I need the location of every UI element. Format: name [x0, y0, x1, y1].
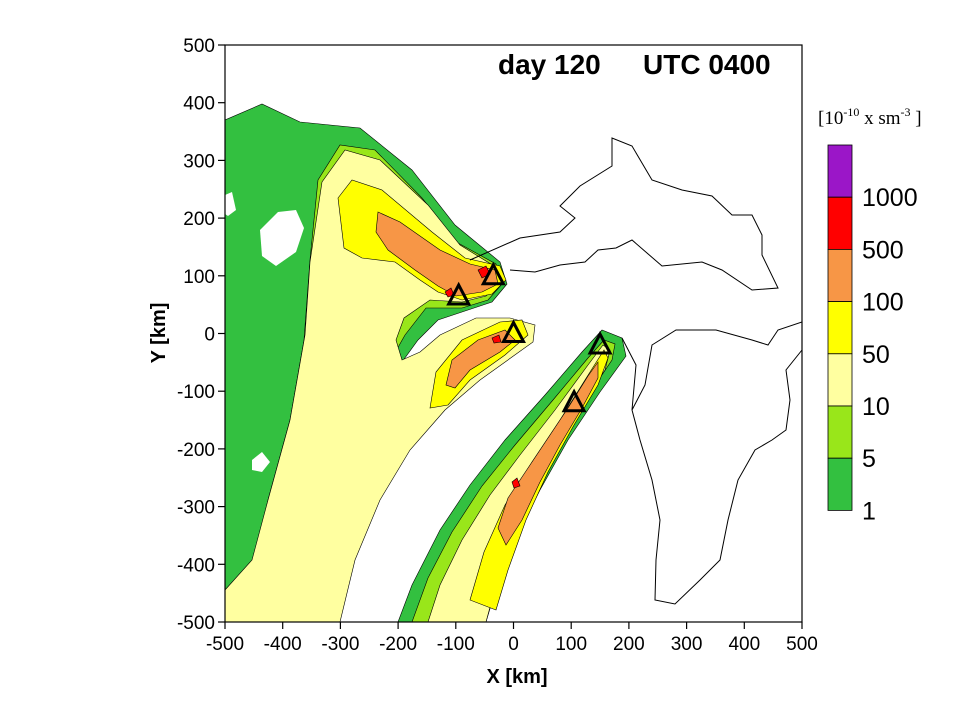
source-triangle-marker — [446, 281, 472, 306]
y-tick-label: -100 — [177, 382, 215, 403]
y-tick-label: 400 — [183, 94, 215, 115]
y-tick-label: 300 — [183, 151, 215, 172]
x-axis-ticks: -500 -400 -300 -200 -100 0 100 200 300 400 500 — [206, 622, 818, 655]
x-tick-label: 200 — [613, 634, 645, 655]
x-tick-label: -100 — [437, 634, 475, 655]
colorbar-unit-label: [10-10 x sm-3 ] — [818, 105, 922, 129]
y-tick-label: 500 — [183, 36, 215, 57]
source-markers — [446, 261, 613, 413]
x-tick-label: -400 — [264, 634, 302, 655]
y-tick-label: -300 — [177, 498, 215, 519]
x-tick-label: 0 — [508, 634, 519, 655]
colorbar-level-label: 50 — [862, 341, 890, 369]
y-tick-label: -500 — [177, 613, 215, 634]
y-tick-label: -400 — [177, 555, 215, 576]
contour-hotspot-4 — [511, 477, 521, 489]
contour-gap-3 — [225, 192, 236, 216]
contour-west-level-100 — [375, 211, 499, 297]
colorbar: 1000 500 100 50 10 5 1 — [827, 144, 918, 525]
contour-gap-1 — [260, 210, 304, 266]
colorbar-level-label: 1000 — [862, 184, 918, 212]
colorbar-swatch — [827, 405, 853, 459]
x-tick-label: 300 — [671, 634, 703, 655]
x-tick-label: -300 — [321, 634, 359, 655]
colorbar-unit-exp2: -3 — [901, 105, 911, 119]
y-axis-label: Y [km] — [148, 303, 170, 364]
coastline-north — [469, 137, 779, 291]
y-tick-label: 0 — [204, 325, 215, 346]
source-triangle-marker — [587, 330, 613, 355]
x-tick-label: 400 — [728, 634, 760, 655]
colorbar-swatch — [827, 248, 853, 302]
x-axis-label: X [km] — [486, 666, 547, 688]
colorbar-unit-base: [10 — [818, 108, 843, 129]
colorbar-swatch — [827, 353, 853, 407]
contour-gap-2 — [252, 452, 270, 472]
contour-hotspot-3 — [491, 334, 502, 344]
colorbar-swatch — [827, 196, 853, 250]
colorbar-level-label: 10 — [862, 393, 890, 421]
colorbar-unit-mid: x sm — [859, 108, 900, 129]
x-tick-label: 100 — [555, 634, 587, 655]
colorbar-swatch — [827, 457, 853, 511]
coastlines — [469, 137, 802, 605]
colorbar-swatch-top — [827, 144, 853, 198]
colorbar-level-label: 100 — [862, 289, 904, 317]
y-tick-label: 100 — [183, 267, 215, 288]
x-tick-label: -500 — [206, 634, 244, 655]
colorbar-swatch — [827, 301, 853, 355]
chart-title-day: day 120 — [498, 49, 601, 80]
y-tick-label: 200 — [183, 209, 215, 230]
y-axis-ticks: 500 400 300 200 100 0 -100 -200 -300 -400 -500 — [177, 36, 225, 634]
coastline-south — [631, 349, 802, 605]
contour-east-level-100 — [497, 361, 599, 546]
colorbar-level-label: 5 — [862, 445, 876, 473]
colorbar-unit-end: ] — [911, 108, 922, 129]
coastline-east — [621, 321, 802, 411]
chart-title-time: UTC 0400 — [643, 49, 771, 80]
colorbar-unit-exp1: -10 — [843, 105, 859, 119]
source-triangle-marker — [501, 319, 526, 343]
colorbar-level-label: 500 — [862, 236, 904, 264]
x-tick-label: 500 — [786, 634, 818, 655]
source-triangle-marker — [480, 261, 506, 286]
colorbar-level-label: 1 — [862, 497, 876, 525]
x-tick-label: -200 — [379, 634, 417, 655]
source-triangle-marker — [561, 388, 587, 413]
y-tick-label: -200 — [177, 440, 215, 461]
